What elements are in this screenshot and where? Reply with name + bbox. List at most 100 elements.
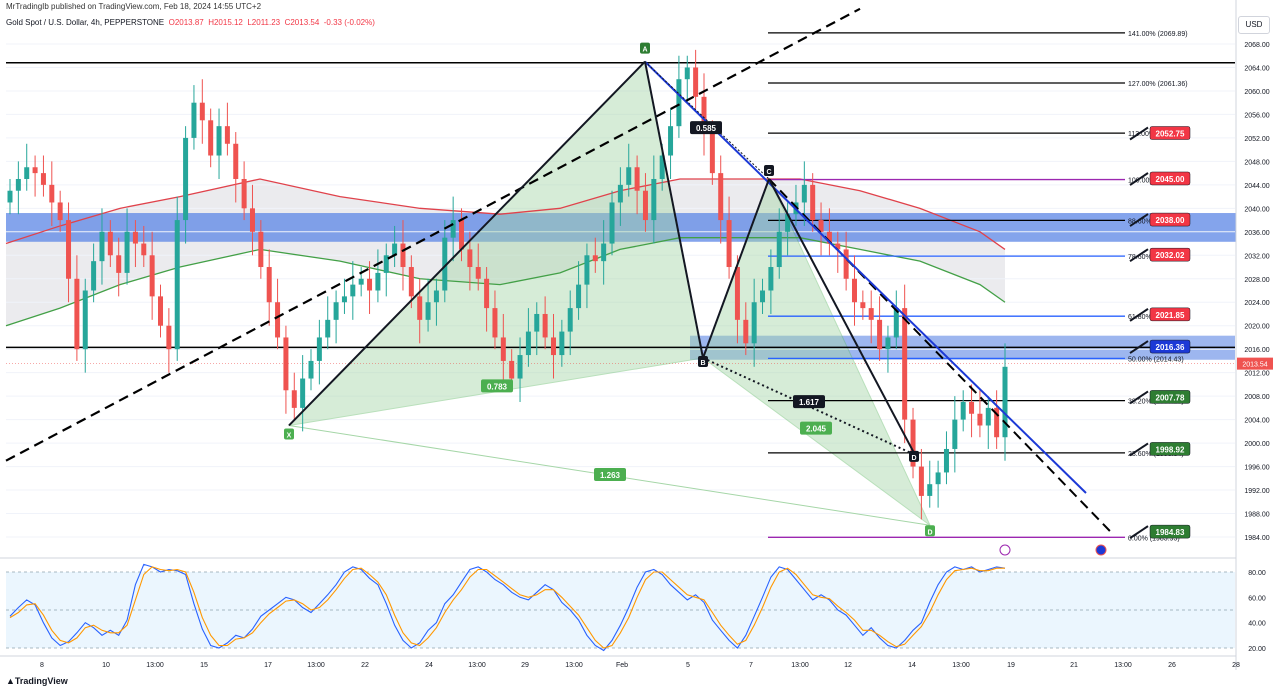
candle-body [709,132,715,174]
y-tick-label: 2068.00 [1244,42,1269,49]
candle-body [358,278,364,285]
candle-body [350,284,356,297]
pattern-leg [702,178,770,359]
candle-body [224,126,230,144]
price-label-box [1149,339,1191,354]
candle-body [199,102,205,121]
candle-body [576,284,582,309]
price-label-box [1149,307,1191,322]
fib-level-label: 0.00% (1983.95) [1128,535,1180,542]
price-label-text: 2032.02 [1156,251,1185,260]
candle-body [367,278,373,291]
candle-body [82,290,88,350]
candle-body [734,267,740,320]
candle-body [258,231,264,268]
candle-body [718,173,724,221]
point-c-label: C [766,169,771,176]
candle-body [1002,366,1008,438]
fib-level-label: 127.00% (2061.36) [1128,81,1188,88]
candle-body [893,308,899,338]
x-tick-label: 13:00 [468,662,486,669]
point-b-label: B [700,360,705,367]
rising-trendline [5,7,861,462]
candle-body [233,143,239,179]
candle-body [459,220,465,250]
ohlc-low: L2011.23 [247,18,281,27]
brand-name: TradingView [14,676,68,686]
candle-body [902,308,908,420]
candle-body [308,360,314,379]
candle-body [668,126,674,156]
price-label-box [1149,524,1191,539]
candle-body [208,120,214,156]
last-price-tag [1237,357,1273,370]
y-tick-label: 2044.00 [1244,183,1269,190]
candle-body [860,302,866,309]
candle-body [676,79,682,127]
candle-body [509,360,515,379]
tradingview-logo[interactable]: ▲​ TradingView [6,676,68,686]
candle-body [275,302,281,338]
candle-body [91,261,97,291]
point-x-label: X [287,432,292,439]
candle-body [15,178,21,191]
stoch-k-line [9,563,1006,652]
currency-button[interactable]: USD [1238,16,1270,34]
ma-red-line [5,178,1006,250]
y-tick-label: 2052.00 [1244,136,1269,143]
ratio-xad-box [594,467,626,481]
candle-body [183,137,189,221]
x-tick-label: 28 [1232,662,1240,669]
point-c-label-box [764,164,774,176]
price-label-text: 1984.83 [1156,528,1185,537]
flag-us-icon[interactable] [1095,544,1107,556]
candle-body [743,319,749,344]
candle-body [141,243,147,256]
y-tick-label: 2036.00 [1244,230,1269,237]
last-price-text: 2013.54 [1242,362,1267,369]
logo-icon: ▲​ [6,676,15,686]
price-label-box [1149,442,1191,456]
candle-body [918,466,924,496]
candle-body [542,313,548,338]
resistance-zone [6,213,1236,242]
candle-body [158,296,164,326]
price-label-box [1149,247,1191,262]
candle-body [375,272,381,291]
pattern-leg [644,61,704,359]
candle-body [241,178,247,209]
candle-body [124,231,130,273]
price-label-box [1149,126,1191,140]
price-label-text: 2021.85 [1156,311,1185,320]
price-label-arrow [1129,172,1149,186]
candle-body [592,255,598,262]
candle-body [835,243,841,250]
x-tick-label: 13:00 [952,662,970,669]
x-tick-label: 29 [521,662,529,669]
candle-body [325,319,331,338]
candle-body [408,267,414,297]
symbol-title: Gold Spot / U.S. Dollar, 4h, PEPPERSTONE [6,18,165,27]
point-x-label-box [284,428,294,440]
fib-level-label: 50.00% (2014.43) [1128,356,1184,363]
candle-body [341,296,347,303]
candle-body [24,167,30,179]
price-label-arrow [1129,340,1149,354]
candle-body [149,255,155,297]
candle-body [316,337,322,361]
candle-body [550,337,556,356]
x-tick-label: Feb [616,662,628,669]
y-tick-label: 2004.00 [1244,418,1269,425]
candle-body [567,308,573,332]
x-tick-label: 15 [200,662,208,669]
candle-body [32,167,38,174]
lightning-icon[interactable] [999,544,1011,556]
y-tick-label: 1988.00 [1244,512,1269,519]
price-label-text: 2007.78 [1156,393,1185,402]
y-tick-label: 1984.00 [1244,535,1269,542]
candle-body [49,184,55,203]
candle-body [467,249,473,268]
candle-body [266,267,272,303]
